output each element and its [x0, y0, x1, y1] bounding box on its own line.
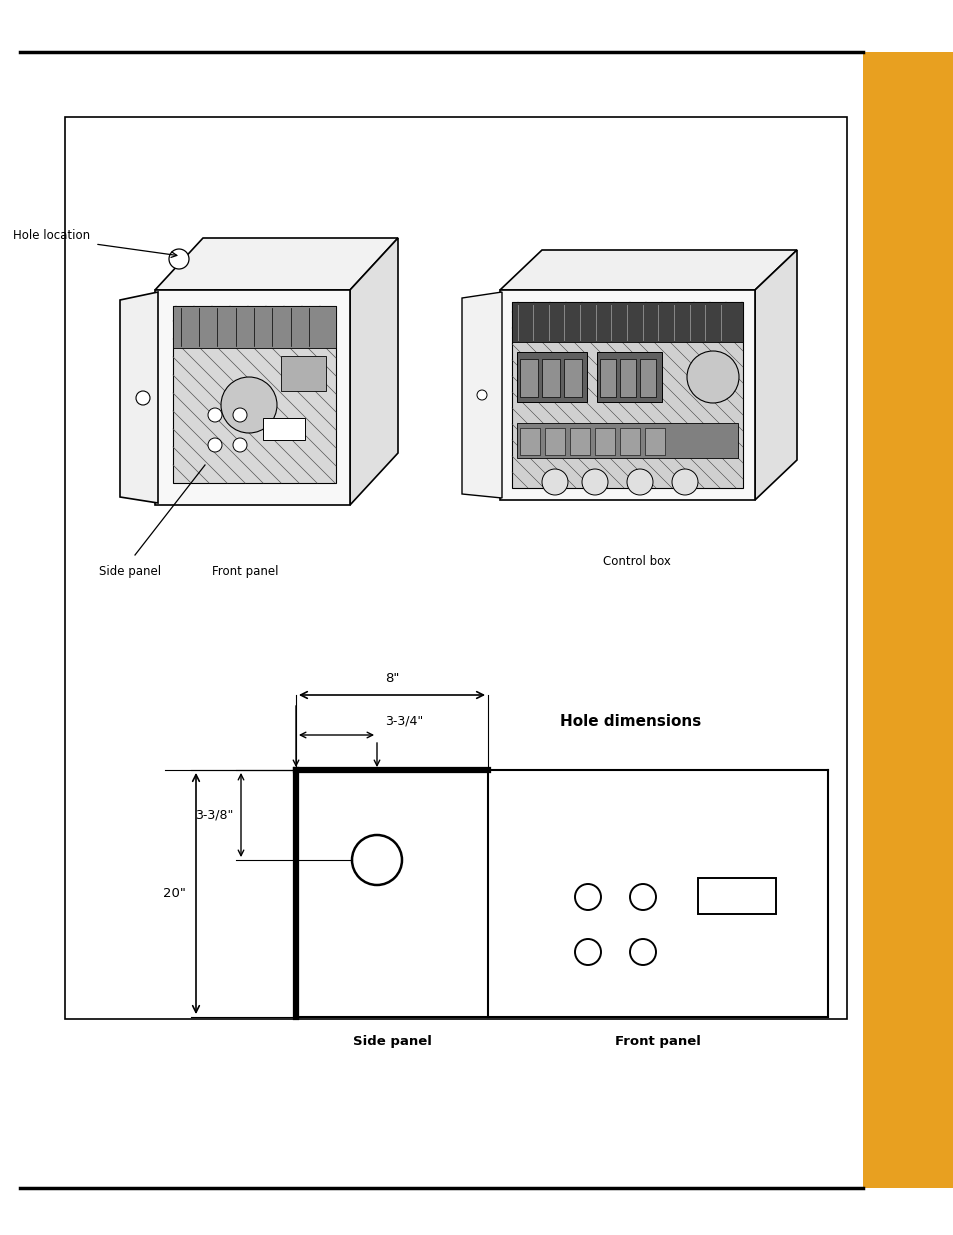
Text: 3-3/4": 3-3/4" [385, 714, 423, 727]
Circle shape [581, 469, 607, 495]
Circle shape [575, 939, 600, 965]
Text: Front panel: Front panel [615, 1035, 700, 1049]
Bar [862, 52, 953, 1188]
Circle shape [629, 939, 656, 965]
Circle shape [208, 408, 222, 422]
Text: 3-3/8": 3-3/8" [194, 809, 233, 821]
Circle shape [629, 884, 656, 910]
Polygon shape [154, 238, 397, 290]
Circle shape [626, 469, 652, 495]
Bar [281, 356, 326, 391]
Circle shape [686, 351, 739, 403]
Circle shape [233, 408, 247, 422]
Bar [172, 306, 335, 483]
Circle shape [208, 438, 222, 452]
Polygon shape [120, 291, 158, 503]
Polygon shape [154, 290, 350, 505]
Circle shape [169, 249, 189, 269]
Bar [512, 303, 742, 342]
Text: 20": 20" [163, 887, 186, 900]
Bar [597, 352, 661, 403]
Polygon shape [499, 290, 754, 500]
Circle shape [136, 391, 150, 405]
Bar [544, 429, 564, 454]
Text: Hole dimensions: Hole dimensions [559, 715, 700, 730]
Circle shape [352, 835, 401, 885]
Bar [639, 359, 656, 396]
Bar [519, 359, 537, 396]
Text: Side panel: Side panel [99, 564, 161, 578]
Bar [517, 424, 738, 458]
Circle shape [233, 438, 247, 452]
Bar [599, 359, 616, 396]
Polygon shape [350, 238, 397, 505]
Bar [519, 429, 539, 454]
Polygon shape [461, 291, 501, 498]
Circle shape [221, 377, 276, 433]
Text: 8": 8" [384, 672, 398, 685]
Text: Control box: Control box [602, 555, 670, 568]
Circle shape [541, 469, 567, 495]
Circle shape [575, 884, 600, 910]
Text: Hole location: Hole location [12, 228, 90, 242]
Bar [698, 878, 775, 914]
Bar [644, 429, 664, 454]
Bar [619, 359, 636, 396]
Circle shape [476, 390, 486, 400]
Bar [619, 429, 639, 454]
Bar [563, 359, 581, 396]
Bar [569, 429, 589, 454]
Bar [512, 303, 742, 488]
Bar [541, 359, 559, 396]
Bar [517, 352, 586, 403]
Text: Front panel: Front panel [212, 564, 278, 578]
Text: Side panel: Side panel [353, 1035, 431, 1049]
Bar [172, 306, 335, 348]
Bar [263, 417, 305, 440]
Polygon shape [499, 249, 796, 290]
Bar [65, 117, 846, 1019]
Circle shape [671, 469, 698, 495]
Bar [595, 429, 615, 454]
Polygon shape [754, 249, 796, 500]
